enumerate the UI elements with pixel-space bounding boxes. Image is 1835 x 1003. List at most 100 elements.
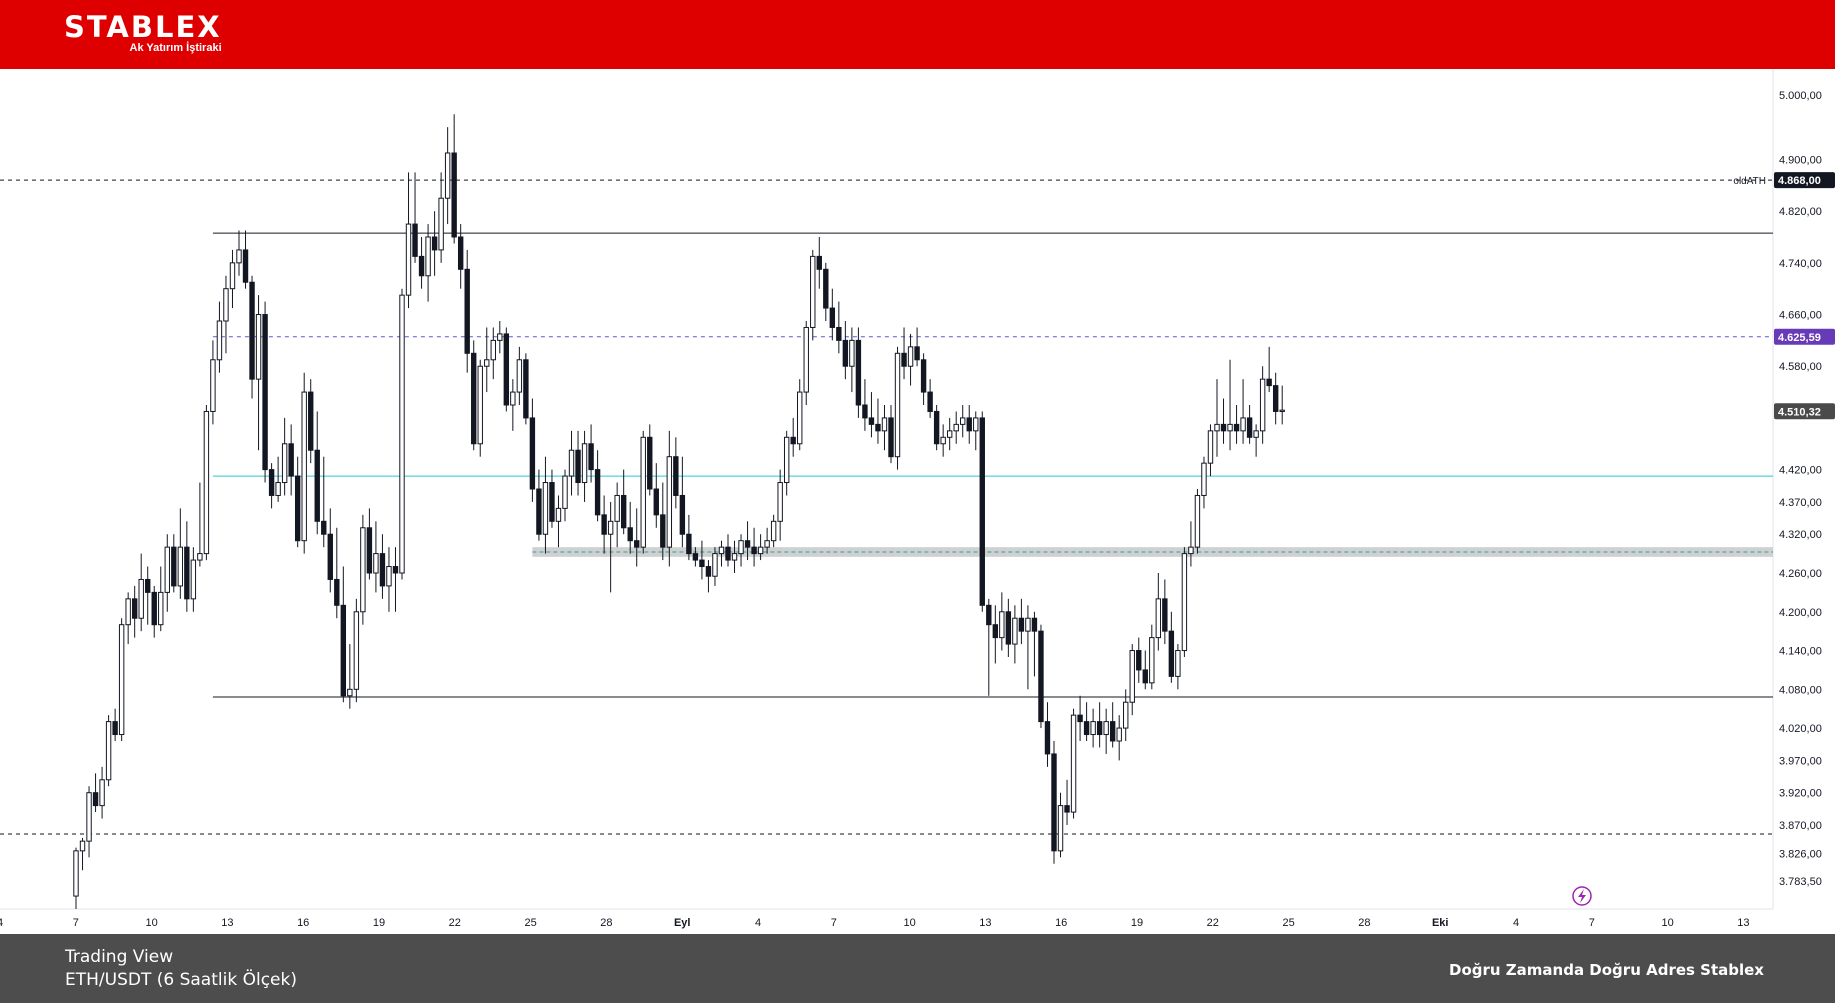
x-tick-label: 28 [1358,917,1370,929]
candle [431,211,438,276]
y-tick-label: 3.970,00 [1779,755,1822,767]
candle [131,585,138,638]
candle [614,482,620,548]
candle [907,333,914,386]
candle [379,534,386,599]
candle [1227,359,1233,451]
candle [490,327,496,380]
price-axis[interactable]: 5.000,00 4.900,00 4.820,00 4.740,00 4.660,00… [1779,90,1822,888]
price-chart[interactable]: 5.000,00 4.900,00 4.820,00 4.740,00 4.660,00… [0,69,1835,934]
x-tick-label: 10 [903,917,915,929]
price-tag-label: 4.625,59 [1778,332,1821,344]
candle [1162,579,1168,645]
y-tick-label: 4.580,00 [1779,361,1822,373]
candle [549,469,555,528]
candle [731,540,738,573]
candle [601,495,607,554]
y-tick-label: 3.783,50 [1779,876,1822,888]
candle [249,275,255,399]
lightning-icon[interactable] [1572,886,1592,906]
candle [979,411,985,612]
price-tag[interactable]: 4.510,32 [1774,403,1835,420]
candlestick-chart[interactable]: 5.000,00 4.900,00 4.820,00 4.740,00 4.660,00… [0,69,1835,934]
candle [1025,605,1031,690]
stablex-logo[interactable]: STABLEX Ak Yatırım İştiraki [64,11,222,54]
candle [444,127,451,225]
pair-label: ETH/USDT (6 Saatlik Ölçek) [65,970,297,990]
candle [1109,702,1116,748]
candle [1181,547,1188,657]
candles-layer [73,114,1285,909]
candle [1246,405,1253,444]
candle [1272,372,1279,425]
support-zone [532,547,1773,557]
candle [712,547,718,586]
candle [112,708,118,741]
candle [151,585,157,638]
candle [242,230,249,289]
candle [327,508,333,593]
price-tag-annotation: oldATH [1733,176,1766,187]
x-tick-label: 7 [831,917,837,929]
candle [718,540,725,567]
candle [334,527,340,619]
y-tick-label: 4.420,00 [1779,465,1822,477]
candle [888,405,894,464]
candle [823,262,829,321]
price-tag[interactable]: 4.625,59 [1774,328,1835,345]
candle [933,405,940,451]
candle [1233,405,1240,444]
candle [1044,702,1051,767]
candle [438,172,444,263]
candle [236,230,242,276]
candle [1136,637,1142,683]
x-tick-label: 25 [1282,917,1294,929]
y-tick-label: 4.260,00 [1779,568,1822,580]
candle [523,353,529,425]
candle [1207,424,1214,477]
candle [875,398,881,444]
candle [73,847,79,909]
candle [868,392,875,438]
candle [105,715,112,787]
candle [581,430,588,502]
candle [347,644,353,709]
candle [1005,598,1012,657]
footer-bar: Trading View ETH/USDT (6 Saatlik Ölçek) … [0,934,1835,1003]
candle [171,534,177,593]
candle [842,321,849,380]
candle [405,172,412,309]
candle [1123,689,1129,741]
candle [797,379,803,451]
candle [1031,611,1038,677]
candle [1018,598,1025,645]
candle [555,495,562,548]
candle [1038,624,1044,729]
x-tick-label: 13 [221,917,233,929]
candle [692,547,699,567]
candle [973,411,979,451]
price-tag[interactable]: 4.868,00 oldATH [1733,172,1835,189]
x-tick-label: Eyl [674,917,691,929]
candle [1083,702,1090,741]
candle [1214,379,1220,457]
candle [627,501,633,554]
candle [764,527,770,554]
candle [816,237,822,289]
time-axis[interactable]: 4 7 10 13 16 19 22 25 28 Eyl 4 7 10 13 16 19 22 25 28 Eki 4 7… [0,917,1750,929]
candle [770,514,777,548]
candle [158,566,164,632]
candle [1129,644,1135,716]
candle [914,327,920,367]
candle [529,398,536,502]
price-tags-layer: 4.868,00 oldATH 4.625,59 4.510,32 [1733,172,1835,420]
candle [164,534,170,612]
candle [1155,573,1162,651]
candle [536,469,542,541]
candle [425,224,431,302]
candle [321,456,327,548]
candle [1116,715,1122,761]
candle [1070,708,1077,819]
candle [1175,644,1181,690]
candle [125,592,131,645]
